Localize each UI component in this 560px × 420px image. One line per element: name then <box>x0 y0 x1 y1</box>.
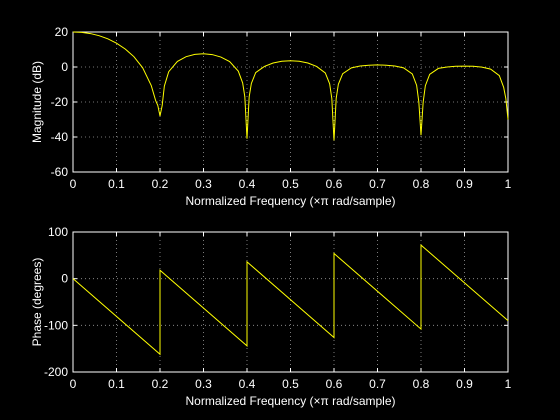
magnitude-x-tick-label: 0.1 <box>108 177 125 191</box>
magnitude-x-tick-label: 0.9 <box>456 177 473 191</box>
phase-x-tick-label: 0 <box>70 377 77 391</box>
phase-plot: 0 0.1 0.2 0.3 0.4 0.5 0.6 0.7 0.8 0.9 1 100 0 -100 -20… <box>30 225 512 408</box>
phase-x-tick-label: 1 <box>505 377 512 391</box>
magnitude-y-tick-label: 20 <box>55 25 69 39</box>
magnitude-x-tick-label: 1 <box>505 177 512 191</box>
phase-x-tick-label: 0.5 <box>282 377 299 391</box>
magnitude-x-tick-label: 0.2 <box>152 177 169 191</box>
phase-y-axis-label: Phase (degrees) <box>30 258 44 347</box>
magnitude-series-line <box>72 31 509 141</box>
phase-x-axis-label: Normalized Frequency (×π rad/sample) <box>185 394 395 408</box>
magnitude-x-tick-label: 0.7 <box>369 177 386 191</box>
phase-x-tick-label: 0.7 <box>369 377 386 391</box>
magnitude-y-axis-label: Magnitude (dB) <box>30 61 44 143</box>
phase-x-tick-label: 0.3 <box>195 377 212 391</box>
magnitude-x-tick-label: 0.5 <box>282 177 299 191</box>
magnitude-x-axis-label: Normalized Frequency (×π rad/sample) <box>185 194 395 208</box>
phase-x-tick-label: 0.9 <box>456 377 473 391</box>
magnitude-y-tick-label: 0 <box>61 60 68 74</box>
magnitude-x-tick-label: 0.3 <box>195 177 212 191</box>
magnitude-x-tick-label: 0 <box>70 177 77 191</box>
phase-y-tick-label: -200 <box>44 365 68 379</box>
phase-x-tick-label: 0.8 <box>413 377 430 391</box>
phase-series-line <box>72 243 509 356</box>
phase-x-tick-label: 0.6 <box>326 377 343 391</box>
magnitude-x-tick-label: 0.6 <box>326 177 343 191</box>
phase-y-tick-label: -100 <box>44 318 68 332</box>
phase-x-tick-label: 0.4 <box>239 377 256 391</box>
magnitude-x-tick-label: 0.4 <box>239 177 256 191</box>
magnitude-y-tick-label: -40 <box>51 130 69 144</box>
magnitude-y-tick-label: -60 <box>51 165 69 179</box>
magnitude-y-tick-label: -20 <box>51 95 69 109</box>
magnitude-x-tick-label: 0.8 <box>413 177 430 191</box>
phase-x-tick-label: 0.1 <box>108 377 125 391</box>
phase-y-tick-label: 100 <box>48 225 68 239</box>
phase-y-tick-label: 0 <box>61 272 68 286</box>
magnitude-plot: 0 0.1 0.2 0.3 0.4 0.5 0.6 0.7 0.8 0.9 1 20 0 -20 -40 -6… <box>30 25 512 208</box>
phase-x-tick-label: 0.2 <box>152 377 169 391</box>
